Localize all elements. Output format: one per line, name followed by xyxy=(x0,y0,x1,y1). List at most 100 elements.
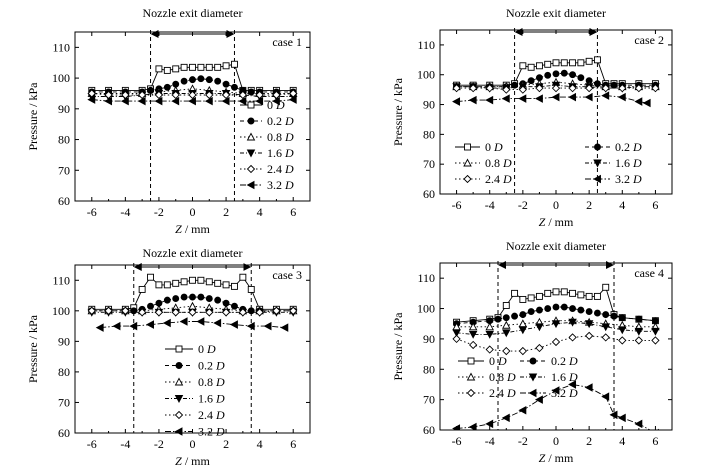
x-tick-label: 6 xyxy=(290,205,296,219)
data-point xyxy=(634,419,643,429)
y-tick-label: 80 xyxy=(423,127,435,141)
legend-marker xyxy=(464,143,471,151)
legend-label: 2.4 D xyxy=(198,408,225,422)
series-1 xyxy=(453,303,659,328)
legend-marker xyxy=(246,180,255,190)
series-4 xyxy=(87,89,298,100)
data-point xyxy=(163,281,171,289)
data-point xyxy=(120,96,129,106)
data-point xyxy=(519,311,527,319)
data-point xyxy=(172,295,180,303)
y-tick-label: 60 xyxy=(58,426,70,440)
x-tick-label: 0 xyxy=(190,437,196,451)
legend-marker xyxy=(463,158,472,167)
data-point xyxy=(255,90,264,100)
data-point xyxy=(518,94,527,103)
series-line xyxy=(100,321,285,329)
data-point xyxy=(552,303,560,311)
data-point xyxy=(535,62,543,70)
data-point xyxy=(188,96,196,106)
data-point xyxy=(180,77,188,85)
legend-marker xyxy=(174,410,184,420)
legend-marker xyxy=(467,357,475,365)
data-point xyxy=(568,92,577,102)
data-point xyxy=(263,321,272,331)
chart-panel-3: -6 -4 -2 0 2 4 6 60 70 80 90 100 110 Z / mm Pressure /… xyxy=(26,246,311,468)
data-point xyxy=(171,96,180,106)
legend-label: 0.2 D xyxy=(615,140,642,154)
data-point xyxy=(213,318,222,328)
data-point xyxy=(609,410,618,420)
data-point xyxy=(197,293,205,301)
data-point xyxy=(87,306,96,315)
data-point xyxy=(231,83,238,91)
data-point xyxy=(197,276,205,284)
data-point xyxy=(180,278,188,286)
data-point xyxy=(551,84,561,93)
data-point xyxy=(502,329,511,338)
data-point xyxy=(518,346,527,356)
data-point xyxy=(197,63,205,71)
data-point xyxy=(154,308,164,317)
data-point xyxy=(485,419,494,429)
legend: 0 D 0.2 D 0.8 D 1.6 D 2.4 D 3.2 D xyxy=(458,354,578,400)
series-5 xyxy=(452,91,651,108)
data-point xyxy=(189,276,196,284)
legend-label: 1.6 D xyxy=(198,392,225,406)
series-5 xyxy=(452,380,659,430)
data-point xyxy=(221,90,231,100)
data-point xyxy=(163,66,171,74)
data-point xyxy=(231,282,238,290)
data-point xyxy=(137,96,146,106)
legend-marker xyxy=(174,377,184,386)
data-point xyxy=(188,90,197,100)
data-point xyxy=(238,96,247,106)
x-tick-label: 0 xyxy=(553,198,559,212)
data-point xyxy=(584,320,594,329)
x-tick-label: -4 xyxy=(120,205,130,219)
x-tick-label: -4 xyxy=(120,437,130,451)
y-tick-label: 110 xyxy=(417,271,435,285)
case-label: case 4 xyxy=(634,266,664,280)
data-point xyxy=(452,424,461,430)
data-point xyxy=(231,302,238,310)
data-point xyxy=(577,59,585,67)
y-tick-label: 90 xyxy=(423,332,435,346)
legend-marker xyxy=(247,101,255,109)
data-point xyxy=(205,63,213,71)
legend-label: 0.8 D xyxy=(485,156,512,170)
data-point xyxy=(617,413,626,423)
data-point xyxy=(179,317,188,326)
data-point xyxy=(180,63,188,71)
data-point xyxy=(95,323,104,332)
data-point xyxy=(601,84,610,93)
data-point xyxy=(87,89,96,98)
data-point xyxy=(502,346,511,356)
legend-label: 3.2 D xyxy=(198,425,225,439)
x-tick-label: 6 xyxy=(290,437,296,451)
data-point xyxy=(196,317,205,326)
data-point xyxy=(593,56,601,64)
data-point xyxy=(138,90,147,100)
data-point xyxy=(271,96,280,106)
legend-label: 0 D xyxy=(267,98,285,112)
legend-label: 3.2 D xyxy=(615,172,642,186)
data-point xyxy=(634,327,644,336)
data-point xyxy=(502,320,511,329)
x-tick-label: 2 xyxy=(586,434,592,448)
x-tick-label: -2 xyxy=(154,437,164,451)
data-point xyxy=(468,330,478,339)
x-tick-label: 0 xyxy=(190,205,196,219)
legend-label: 2.4 D xyxy=(485,172,512,186)
legend-marker xyxy=(528,373,538,382)
legend: 0 D 0.2 D 0.8 D 1.6 D 2.4 D 3.2 D xyxy=(240,98,294,192)
data-point xyxy=(651,336,660,345)
x-tick-label: 2 xyxy=(223,205,229,219)
data-point xyxy=(585,331,594,341)
legend-marker xyxy=(174,427,183,436)
data-point xyxy=(535,306,543,314)
data-point xyxy=(569,289,577,297)
data-point xyxy=(222,62,230,70)
data-point xyxy=(180,293,188,301)
data-point xyxy=(171,308,180,317)
